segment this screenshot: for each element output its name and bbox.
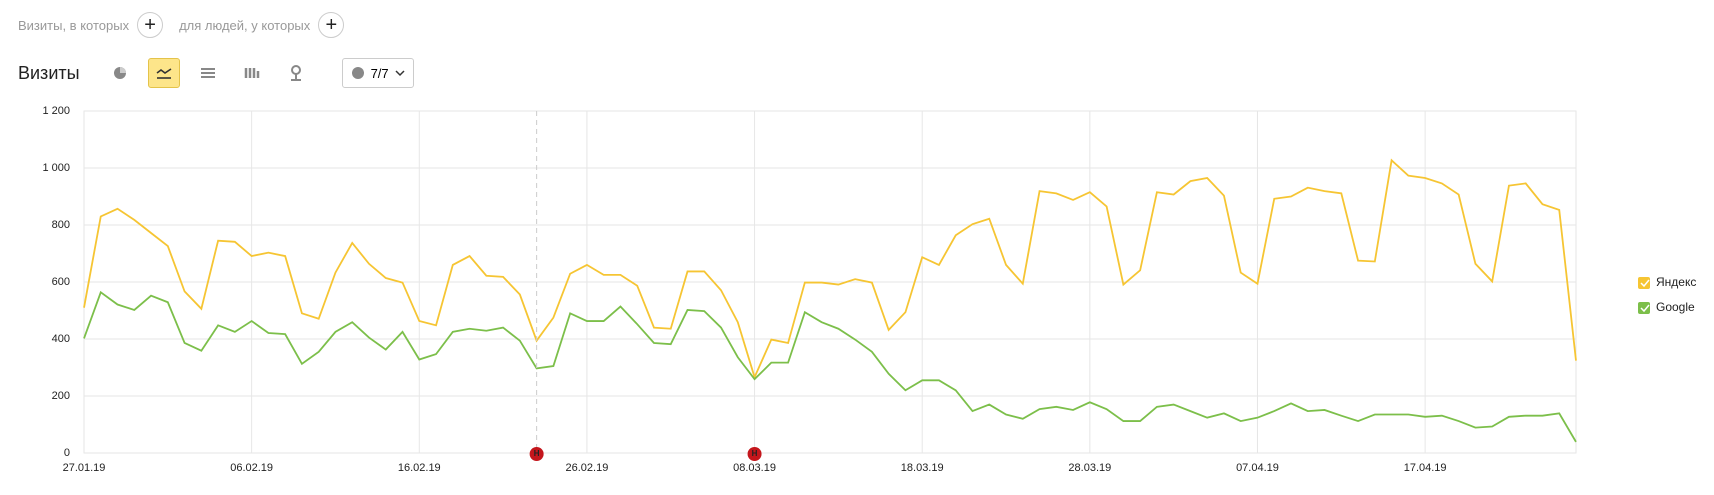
line-icon[interactable] [147, 58, 180, 88]
y-tick-label: 600 [52, 276, 70, 288]
x-tick-label: 07.04.19 [1236, 462, 1279, 474]
notes-count: 7/7 [370, 65, 389, 81]
x-tick-label: 18.03.19 [901, 462, 944, 474]
y-tick-label: 0 [64, 447, 70, 459]
legend-label: Яндекс [1656, 275, 1696, 289]
x-tick-label: 28.03.19 [1068, 462, 1111, 474]
series-line [83, 158, 1577, 380]
legend-label: Google [1656, 300, 1695, 314]
legend-swatch [1638, 302, 1650, 314]
bar-icon[interactable] [236, 58, 268, 88]
annotation-label: Н [752, 449, 758, 458]
x-tick-label: 06.02.19 [230, 462, 273, 474]
annotation-marker [747, 447, 762, 461]
x-tick-label: 27.01.19 [63, 462, 106, 474]
y-tick-label: 1 200 [42, 105, 70, 117]
toolbar: Визиты 7/7 [18, 58, 414, 88]
x-tick-label: 17.04.19 [1404, 462, 1447, 474]
annotation-label: Н [534, 449, 540, 458]
map-icon[interactable] [280, 58, 312, 88]
y-tick-label: 200 [52, 390, 70, 402]
report-title: Визиты [18, 62, 80, 83]
legend-check [1640, 279, 1650, 288]
add-button[interactable]: + [318, 12, 345, 38]
x-tick-label: 16.02.19 [398, 462, 441, 474]
y-tick-label: 1 000 [42, 162, 70, 174]
plot-frame [83, 110, 1577, 454]
annotation-marker [529, 447, 544, 461]
legend-swatch [1638, 277, 1650, 289]
x-tick-label: 26.02.19 [566, 462, 609, 474]
add-button[interactable]: + [137, 12, 164, 38]
filter-label: для людей, у которых [179, 17, 311, 33]
legend-check [1640, 304, 1650, 313]
filter-label: Визиты, в которых [18, 17, 130, 33]
area-icon[interactable] [192, 58, 224, 88]
pie-icon[interactable] [104, 58, 136, 88]
y-tick-label: 800 [52, 219, 70, 231]
filter-bar: Визиты, в которых + для людей, у которых… [18, 10, 345, 40]
y-tick-label: 400 [52, 333, 70, 345]
series-line [83, 290, 1577, 443]
notes-selector[interactable]: 7/7 [341, 58, 414, 88]
x-tick-label: 08.03.19 [733, 462, 776, 474]
